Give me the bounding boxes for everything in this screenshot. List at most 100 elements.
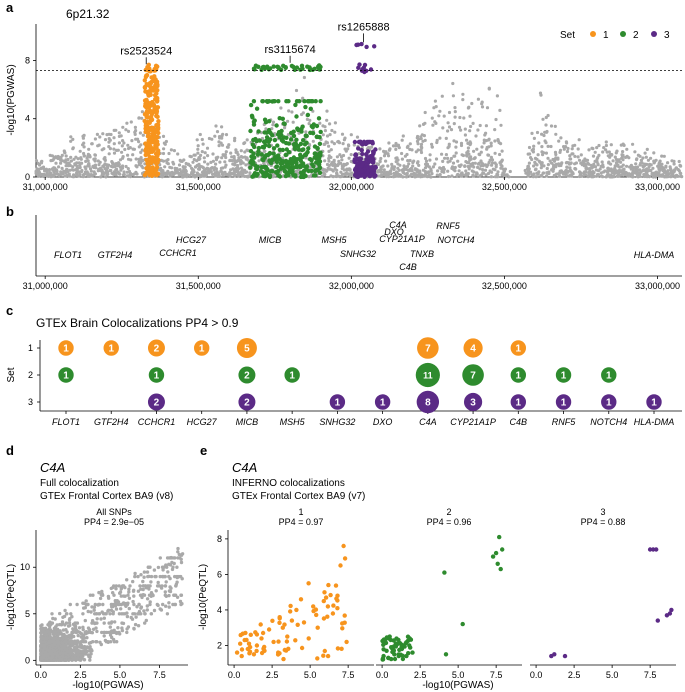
set-2-snp bbox=[276, 173, 281, 178]
background-snp bbox=[406, 159, 410, 163]
background-snp bbox=[488, 158, 492, 162]
snp-point bbox=[95, 629, 99, 634]
background-snp bbox=[558, 174, 562, 178]
snp-point bbox=[55, 623, 59, 627]
background-snp bbox=[370, 145, 374, 149]
coloc-point bbox=[251, 652, 257, 657]
set-1-snp bbox=[155, 88, 160, 93]
set-2-snp bbox=[293, 102, 298, 108]
background-snp bbox=[290, 110, 294, 114]
set-3-snp bbox=[363, 173, 368, 178]
background-snp bbox=[610, 175, 615, 179]
background-snp bbox=[233, 163, 237, 167]
background-snp bbox=[473, 161, 477, 165]
set-2-snp bbox=[258, 169, 264, 174]
background-snp bbox=[140, 110, 144, 114]
background-snp bbox=[41, 174, 45, 178]
background-snp bbox=[201, 142, 205, 146]
set-2-snp bbox=[316, 151, 322, 157]
background-snp bbox=[176, 152, 180, 156]
coloc-point bbox=[298, 597, 304, 602]
background-snp bbox=[565, 165, 569, 169]
snp-point bbox=[42, 636, 46, 640]
snp-point bbox=[167, 589, 172, 593]
background-snp bbox=[235, 163, 240, 168]
set-2-snp bbox=[300, 174, 305, 179]
background-snp bbox=[654, 170, 658, 174]
gene-label: C4B bbox=[399, 262, 417, 272]
background-snp bbox=[107, 152, 111, 156]
background-snp bbox=[475, 147, 479, 151]
background-snp bbox=[195, 171, 199, 175]
background-snp bbox=[137, 140, 141, 144]
snp-point bbox=[82, 601, 87, 605]
background-snp bbox=[203, 160, 207, 164]
x-tick-label: 0.0 bbox=[228, 670, 241, 680]
set-1-snp bbox=[146, 62, 151, 67]
gene-tick-label: DXO bbox=[373, 417, 393, 427]
background-snp bbox=[574, 161, 579, 165]
set-2-snp bbox=[308, 106, 313, 112]
set-2-snp bbox=[316, 162, 322, 167]
set-2-snp bbox=[284, 170, 289, 175]
set-1-snp bbox=[155, 171, 161, 176]
background-snp bbox=[621, 142, 625, 146]
background-snp bbox=[569, 169, 573, 173]
background-snp bbox=[530, 131, 534, 135]
background-snp bbox=[115, 148, 119, 152]
snp-point bbox=[152, 608, 157, 613]
background-snp bbox=[60, 153, 64, 157]
x-tick-label: 31,500,000 bbox=[176, 182, 221, 192]
snp-point bbox=[137, 602, 141, 607]
background-snp bbox=[232, 155, 236, 159]
background-snp bbox=[243, 141, 247, 145]
background-snp bbox=[455, 174, 459, 178]
set-2-snp bbox=[282, 164, 287, 169]
background-snp bbox=[203, 151, 207, 155]
background-snp bbox=[570, 147, 574, 151]
background-snp bbox=[450, 174, 454, 178]
snp-point bbox=[39, 640, 44, 644]
background-snp bbox=[217, 135, 222, 139]
snp-point bbox=[114, 584, 119, 588]
panel-d: d C4A Full colocalization GTEx Frontal C… bbox=[6, 443, 188, 691]
snp-point bbox=[65, 649, 69, 653]
background-snp bbox=[483, 168, 488, 172]
snp-point bbox=[110, 635, 114, 640]
background-snp bbox=[487, 145, 491, 149]
background-snp bbox=[327, 144, 331, 148]
background-snp bbox=[324, 169, 328, 173]
panel-e-subtitle-2: GTEx Frontal Cortex BA9 (v7) bbox=[232, 491, 365, 502]
background-snp bbox=[120, 150, 124, 154]
background-snp bbox=[625, 154, 629, 158]
set-2-snp bbox=[251, 160, 256, 165]
set-3-snp bbox=[359, 148, 364, 153]
background-snp bbox=[231, 167, 235, 171]
snp-point bbox=[78, 630, 82, 635]
background-snp bbox=[161, 151, 166, 156]
snp-point bbox=[135, 605, 139, 609]
bubble-count: 1 bbox=[606, 371, 612, 382]
background-snp bbox=[41, 165, 46, 169]
coloc-bubble bbox=[58, 340, 74, 356]
set-1-snp bbox=[155, 114, 160, 120]
background-snp bbox=[223, 170, 227, 174]
panel-a: a 6p21.32 048 31,000,000 31,500,000 32,000… bbox=[6, 0, 684, 192]
background-snp bbox=[86, 154, 90, 158]
background-snp bbox=[183, 165, 187, 169]
background-snp bbox=[207, 136, 211, 141]
background-snp bbox=[499, 123, 503, 127]
coloc-bubble bbox=[238, 366, 256, 384]
background-snp bbox=[440, 169, 444, 174]
background-snp bbox=[566, 146, 570, 151]
snp-point bbox=[164, 580, 168, 584]
background-snp bbox=[81, 134, 85, 138]
background-snp bbox=[417, 137, 421, 141]
snp-point bbox=[131, 612, 135, 616]
snp-point bbox=[167, 601, 171, 605]
snp-point bbox=[50, 640, 54, 644]
snp-point bbox=[88, 658, 92, 662]
background-snp bbox=[544, 123, 548, 127]
coloc-bubble bbox=[374, 394, 391, 410]
